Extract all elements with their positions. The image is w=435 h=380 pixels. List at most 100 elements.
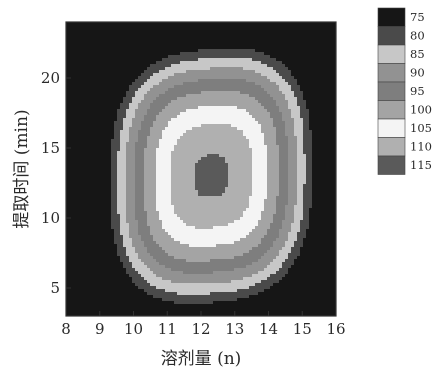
contour-cell: [180, 34, 184, 38]
contour-cell: [312, 46, 316, 50]
contour-cell: [111, 70, 115, 74]
contour-cell: [300, 49, 304, 53]
contour-cell: [72, 142, 76, 146]
contour-cell: [213, 40, 217, 44]
contour-cell: [93, 145, 97, 149]
contour-cell: [108, 79, 112, 83]
contour-cell: [282, 100, 286, 104]
contour-cell: [174, 148, 178, 152]
contour-cell: [249, 124, 253, 128]
contour-cell: [156, 61, 160, 65]
contour-cell: [225, 34, 229, 38]
contour-cell: [267, 178, 271, 182]
contour-cell: [159, 100, 163, 104]
contour-cell: [135, 151, 139, 155]
contour-cell: [72, 67, 76, 71]
contour-cell: [315, 142, 319, 146]
contour-cell: [279, 22, 283, 26]
contour-cell: [129, 94, 133, 98]
contour-cell: [282, 70, 286, 74]
contour-cell: [219, 100, 223, 104]
contour-cell: [219, 85, 223, 89]
contour-cell: [189, 94, 193, 98]
contour-cell: [195, 97, 199, 101]
contour-cell: [162, 100, 166, 104]
contour-cell: [303, 142, 307, 146]
contour-cell: [213, 55, 217, 59]
contour-cell: [252, 154, 256, 158]
contour-cell: [90, 37, 94, 41]
contour-cell: [327, 79, 331, 83]
contour-cell: [285, 31, 289, 35]
contour-cell: [129, 34, 133, 38]
contour-cell: [78, 145, 82, 149]
contour-cell: [225, 139, 229, 143]
contour-cell: [264, 79, 268, 83]
contour-cell: [267, 124, 271, 128]
contour-cell: [111, 145, 115, 149]
contour-cell: [93, 175, 97, 179]
contour-cell: [78, 172, 82, 176]
contour-cell: [216, 112, 220, 116]
contour-cell: [114, 73, 118, 77]
contour-cell: [300, 118, 304, 122]
contour-cell: [270, 130, 274, 134]
contour-cell: [135, 109, 139, 113]
contour-cell: [174, 46, 178, 50]
contour-cell: [249, 70, 253, 74]
contour-cell: [222, 61, 226, 65]
contour-cell: [102, 145, 106, 149]
contour-cell: [213, 154, 217, 158]
contour-cell: [327, 184, 331, 188]
contour-cell: [189, 115, 193, 119]
contour-cell: [117, 151, 121, 155]
contour-cell: [249, 46, 253, 50]
contour-cell: [309, 172, 313, 176]
contour-cell: [195, 172, 199, 176]
contour-cell: [147, 43, 151, 47]
contour-cell: [315, 106, 319, 110]
contour-cell: [105, 142, 109, 146]
contour-cell: [291, 76, 295, 80]
contour-cell: [195, 88, 199, 92]
contour-cell: [84, 25, 88, 29]
contour-cell: [171, 130, 175, 134]
contour-cell: [135, 139, 139, 143]
contour-cell: [150, 100, 154, 104]
contour-cell: [297, 88, 301, 92]
contour-cell: [111, 118, 115, 122]
contour-cell: [201, 154, 205, 158]
contour-cell: [228, 178, 232, 182]
contour-cell: [276, 106, 280, 110]
contour-cell: [285, 22, 289, 26]
contour-cell: [186, 85, 190, 89]
contour-cell: [153, 145, 157, 149]
contour-cell: [246, 181, 250, 185]
contour-cell: [195, 103, 199, 107]
contour-cell: [219, 124, 223, 128]
contour-cell: [87, 55, 91, 59]
contour-cell: [111, 91, 115, 95]
contour-cell: [330, 103, 334, 107]
contour-cell: [315, 154, 319, 158]
contour-cell: [159, 127, 163, 131]
contour-cell: [249, 49, 253, 53]
contour-cell: [69, 187, 73, 191]
contour-cell: [252, 76, 256, 80]
contour-cell: [264, 142, 268, 146]
contour-cell: [204, 178, 208, 182]
contour-cell: [141, 94, 145, 98]
contour-cell: [177, 76, 181, 80]
contour-cell: [192, 151, 196, 155]
contour-cell: [87, 181, 91, 185]
contour-cell: [189, 124, 193, 128]
contour-cell: [237, 136, 241, 140]
contour-cell: [90, 58, 94, 62]
contour-cell: [204, 169, 208, 173]
contour-cell: [273, 31, 277, 35]
contour-cell: [192, 118, 196, 122]
contour-cell: [294, 115, 298, 119]
contour-cell: [249, 142, 253, 146]
contour-cell: [255, 40, 259, 44]
contour-cell: [180, 133, 184, 137]
